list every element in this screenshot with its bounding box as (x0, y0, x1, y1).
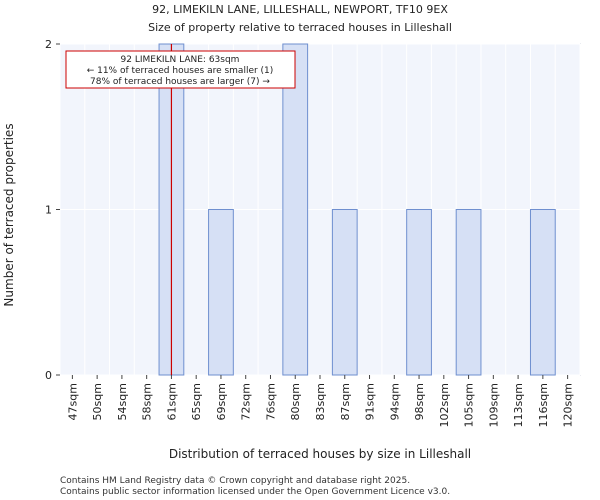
chart-subtitle: Size of property relative to terraced ho… (148, 21, 452, 34)
x-tick-label: 80sqm (289, 383, 302, 420)
x-tick-label: 76sqm (264, 383, 277, 420)
x-tick-label: 91sqm (364, 383, 377, 420)
annotation-larger: 78% of terraced houses are larger (7) → (90, 77, 270, 87)
bar-69sqm (208, 209, 234, 376)
x-tick-label: 87sqm (339, 383, 352, 420)
y-tick-label: 1 (45, 204, 52, 217)
y-axis-ticks: 0 1 2 (45, 38, 60, 382)
x-tick-label: 116sqm (537, 383, 550, 427)
chart-title: 92, LIMEKILN LANE, LILLESHALL, NEWPORT, … (152, 3, 448, 16)
x-tick-label: 113sqm (512, 383, 525, 427)
footer-line-1: Contains HM Land Registry data © Crown c… (60, 476, 410, 486)
x-tick-label: 50sqm (91, 383, 104, 420)
x-tick-label: 105sqm (463, 383, 476, 427)
y-axis-label: Number of terraced properties (2, 123, 16, 306)
x-tick-label: 72sqm (240, 383, 253, 420)
bar-105sqm (455, 209, 482, 376)
x-tick-label: 47sqm (66, 383, 79, 420)
x-tick-label: 61sqm (165, 383, 178, 420)
x-tick-label: 120sqm (562, 383, 575, 427)
x-tick-label: 94sqm (388, 383, 401, 420)
annotation-box: 92 LIMEKILN LANE: 63sqm ← 11% of terrace… (65, 50, 296, 89)
annotation-smaller: ← 11% of terraced houses are smaller (1) (87, 66, 274, 76)
x-tick-label: 54sqm (116, 383, 129, 420)
bar-98sqm (406, 209, 432, 376)
x-tick-label: 65sqm (190, 383, 203, 420)
x-tick-label: 69sqm (215, 383, 228, 420)
x-tick-label: 109sqm (487, 383, 500, 427)
bar-87sqm (331, 209, 358, 376)
footer-line-2: Contains public sector information licen… (60, 487, 450, 497)
bar-80sqm (282, 43, 309, 376)
x-tick-label: 98sqm (413, 383, 426, 420)
x-tick-label: 58sqm (141, 383, 154, 420)
bar-116sqm (529, 209, 556, 376)
y-tick-label: 2 (45, 38, 52, 51)
x-tick-label: 83sqm (314, 383, 327, 420)
x-tick-label: 102sqm (438, 383, 451, 427)
annotation-title: 92 LIMEKILN LANE: 63sqm (121, 55, 240, 65)
x-axis-ticks: 47sqm 50sqm 54sqm 58sqm 61sqm 65sqm 69sqm 72sqm… (66, 375, 575, 427)
x-axis-label: Distribution of terraced houses by size … (169, 447, 471, 461)
y-tick-label: 0 (45, 369, 52, 382)
